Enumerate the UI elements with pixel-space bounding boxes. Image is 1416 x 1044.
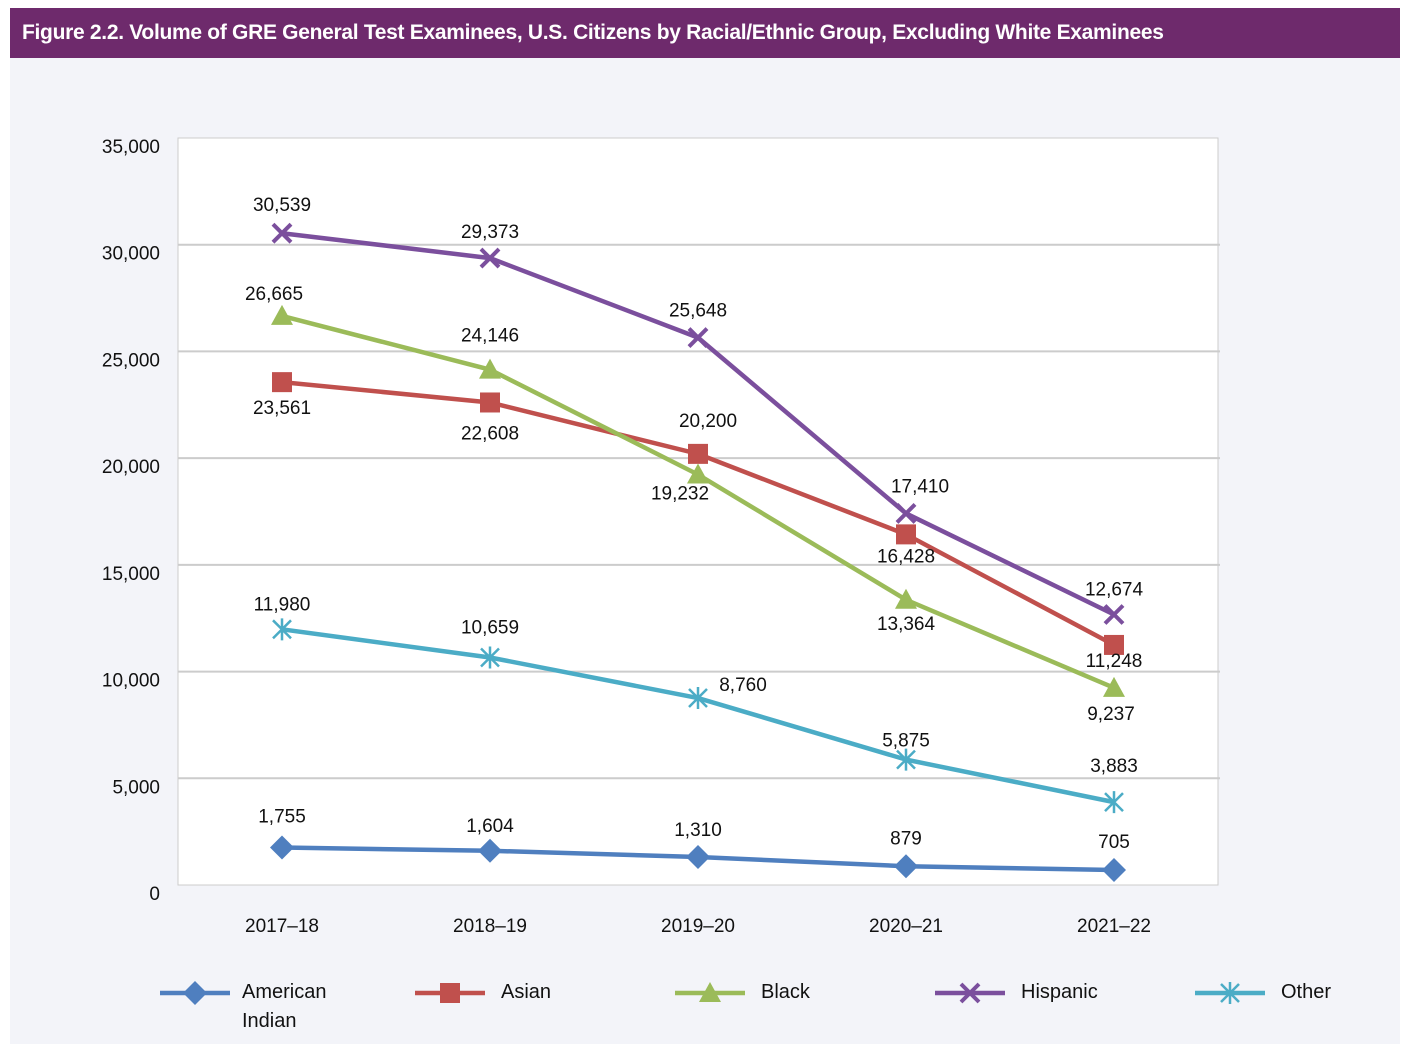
x-tick-label: 2018–19 [453,916,527,937]
marker [895,588,917,609]
marker [895,503,917,524]
data-label: 20,200 [679,411,737,432]
data-label: 9,237 [1087,704,1135,725]
marker [480,646,500,669]
data-label: 23,561 [253,398,311,419]
marker [687,463,709,484]
marker [686,845,710,870]
marker [1102,857,1126,882]
data-label: 19,232 [651,484,709,505]
data-label: 8,760 [719,675,767,696]
marker [271,304,293,325]
marker [183,981,207,1005]
marker [699,982,721,1002]
data-label: 11,248 [1086,651,1143,672]
data-label: 1,310 [674,820,722,841]
marker [272,372,292,393]
data-label: 25,648 [669,301,727,322]
data-label: 17,410 [891,476,949,497]
x-tick-label: 2017–18 [245,916,319,937]
x-tick-label: 2021–22 [1077,916,1151,937]
legend-label: Other [1281,981,1332,1003]
data-label: 12,674 [1085,580,1144,601]
marker [896,524,916,545]
marker [479,358,501,379]
y-tick-label: 5,000 [112,777,160,798]
y-tick-label: 30,000 [102,244,160,265]
chart-title: Figure 2.2. Volume of GRE General Test E… [10,8,1400,58]
data-label: 3,883 [1090,756,1138,777]
marker [688,443,708,464]
y-tick-label: 35,000 [102,137,160,158]
x-tick-label: 2019–20 [661,916,735,937]
marker [894,854,918,879]
marker [1103,604,1125,625]
marker [1104,791,1124,814]
marker [272,618,292,641]
marker [688,687,708,710]
y-tick-label: 20,000 [102,457,160,478]
marker [687,327,709,349]
marker [440,983,460,1003]
marker [1103,676,1125,697]
y-tick-label: 25,000 [102,350,160,371]
y-tick-label: 15,000 [102,564,160,585]
y-tick-label: 0 [149,884,160,905]
data-label: 11,980 [254,594,311,615]
marker [1104,634,1124,655]
marker [1220,982,1240,1004]
marker [271,222,293,244]
legend-label: Hispanic [1021,981,1098,1003]
marker [896,748,916,771]
legend-label: American Indian [242,981,327,1032]
plot-area [177,137,1219,886]
data-label: 10,659 [461,618,519,639]
data-label: 1,604 [466,816,514,837]
data-label: 24,146 [461,326,519,347]
data-label: 26,665 [245,284,303,305]
marker [478,838,502,863]
data-label: 13,364 [877,614,936,635]
marker [270,835,294,860]
legend-label: Black [761,981,810,1003]
data-label: 30,539 [253,195,311,216]
data-label: 879 [890,828,922,849]
marker [959,982,981,1004]
legend-label: Asian [501,981,552,1003]
data-label: 29,373 [461,222,519,243]
x-tick-label: 2020–21 [869,916,943,937]
y-tick-label: 10,000 [102,671,160,692]
data-label: 705 [1098,832,1130,853]
data-label: 16,428 [877,546,935,567]
marker [480,392,500,413]
marker [479,247,501,269]
data-label: 22,608 [461,423,519,444]
data-label: 1,755 [258,807,306,828]
data-label: 5,875 [882,731,930,752]
